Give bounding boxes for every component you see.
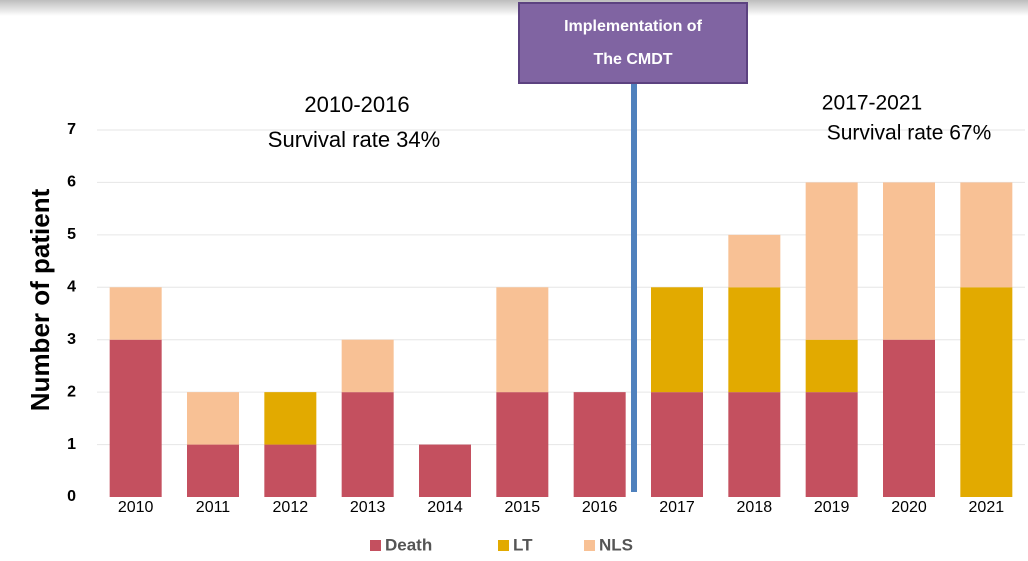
annotation: Survival rate 67% bbox=[827, 122, 992, 145]
x-tick-label: 2020 bbox=[891, 499, 927, 516]
x-tick-label: 2010 bbox=[118, 499, 154, 516]
bar bbox=[651, 287, 703, 393]
y-tick-label: 1 bbox=[67, 436, 76, 453]
bar bbox=[496, 392, 549, 497]
bar bbox=[883, 339, 935, 497]
y-tick-label: 4 bbox=[67, 279, 76, 296]
bar bbox=[341, 339, 394, 393]
legend-swatch bbox=[498, 540, 509, 551]
bar bbox=[573, 392, 626, 497]
bar bbox=[109, 339, 162, 497]
box-text: Implementation of bbox=[564, 18, 702, 35]
y-tick-label: 7 bbox=[67, 121, 76, 138]
bar bbox=[341, 392, 394, 497]
bar bbox=[651, 392, 703, 497]
bar bbox=[728, 392, 781, 497]
x-tick-label: 2017 bbox=[659, 499, 695, 516]
bar bbox=[805, 182, 858, 340]
bar bbox=[728, 234, 781, 288]
x-tick-label: 2011 bbox=[196, 499, 231, 516]
bar bbox=[728, 287, 781, 393]
y-tick-label: 0 bbox=[67, 488, 76, 505]
y-tick-label: 2 bbox=[67, 383, 76, 400]
bar bbox=[805, 392, 858, 497]
legend-label: NLS bbox=[599, 535, 633, 554]
y-tick-label: 5 bbox=[67, 226, 76, 243]
x-tick-label: 2018 bbox=[737, 499, 773, 516]
bar bbox=[109, 287, 162, 340]
bar bbox=[419, 444, 471, 497]
annotation: 2010-2016 bbox=[304, 92, 409, 117]
y-tick-label: 6 bbox=[67, 174, 76, 191]
x-tick-label: 2019 bbox=[814, 499, 850, 516]
annotation: Survival rate 34% bbox=[268, 127, 440, 152]
bar bbox=[805, 339, 858, 393]
x-tick-label: 2016 bbox=[582, 499, 618, 516]
annotation: 2017-2021 bbox=[822, 92, 922, 115]
x-tick-label: 2013 bbox=[350, 499, 386, 516]
bar bbox=[264, 392, 317, 445]
x-tick-label: 2012 bbox=[273, 499, 309, 516]
box-text: The CMDT bbox=[593, 51, 672, 68]
annotation-box bbox=[518, 2, 748, 84]
x-tick-label: 2015 bbox=[505, 499, 541, 516]
bar bbox=[960, 287, 1013, 497]
bar bbox=[883, 182, 935, 340]
y-axis-label: Number of patient bbox=[25, 188, 55, 411]
top-shade bbox=[0, 0, 1028, 16]
legend-label: Death bbox=[385, 535, 432, 554]
bar bbox=[264, 444, 317, 497]
bar bbox=[187, 444, 239, 497]
bar bbox=[187, 392, 239, 445]
y-tick-label: 3 bbox=[67, 331, 76, 348]
legend-label: LT bbox=[513, 535, 533, 554]
bar bbox=[496, 287, 549, 393]
legend-swatch bbox=[584, 540, 595, 551]
x-tick-label: 2014 bbox=[427, 499, 463, 516]
legend-swatch bbox=[370, 540, 381, 551]
x-tick-label: 2021 bbox=[969, 499, 1005, 516]
bar bbox=[960, 182, 1013, 288]
